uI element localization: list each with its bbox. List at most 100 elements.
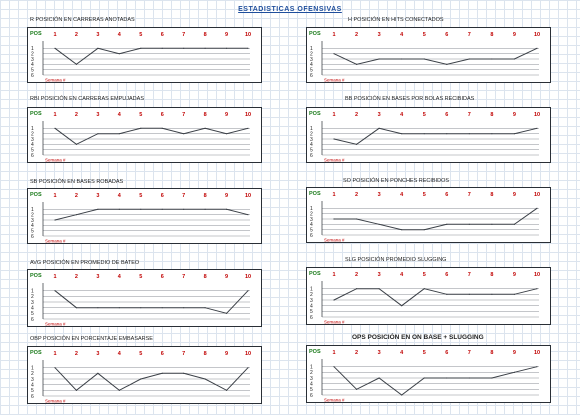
y-tick-label: 5 xyxy=(310,67,313,73)
y-axis-label: POS xyxy=(30,111,42,117)
data-point xyxy=(118,307,120,309)
y-tick-label: 2 xyxy=(310,131,313,137)
x-tick-label: 4 xyxy=(400,32,404,38)
x-tick-label: 1 xyxy=(53,112,56,118)
x-tick-label: 3 xyxy=(378,112,381,118)
x-tick-label: 3 xyxy=(96,274,99,280)
y-tick-label: 3 xyxy=(310,298,313,304)
chart-title-h: H POSICIÓN EN HITS CONECTADOS xyxy=(348,17,444,23)
x-tick-label: 10 xyxy=(534,350,540,356)
data-point xyxy=(204,378,206,380)
y-tick-label: 1 xyxy=(31,207,34,213)
chart-frame xyxy=(27,346,262,404)
data-point xyxy=(247,47,249,49)
data-point xyxy=(513,223,516,225)
y-axis-label: POS xyxy=(30,192,42,198)
x-tick-label: 5 xyxy=(423,112,426,118)
data-point xyxy=(183,372,185,374)
x-tick-label: 10 xyxy=(534,112,540,118)
data-point xyxy=(204,127,206,129)
x-axis-label: Semana # xyxy=(324,398,345,403)
y-tick-label: 6 xyxy=(310,233,313,239)
series-line xyxy=(54,127,249,145)
data-point xyxy=(423,58,425,60)
data-point xyxy=(204,208,206,210)
x-tick-label: 1 xyxy=(53,32,56,38)
x-tick-label: 5 xyxy=(139,274,142,280)
data-point xyxy=(161,47,163,49)
y-tick-label: 4 xyxy=(310,381,313,387)
x-tick-label: 5 xyxy=(139,351,142,357)
x-tick-label: 3 xyxy=(378,272,381,278)
data-point xyxy=(54,47,56,49)
data-point xyxy=(97,133,99,135)
x-tick-label: 6 xyxy=(161,274,164,280)
data-point xyxy=(75,389,78,391)
y-axis-label: POS xyxy=(309,271,321,277)
x-tick-label: 3 xyxy=(378,350,381,356)
y-tick-label: 2 xyxy=(31,131,34,137)
x-tick-label: 7 xyxy=(468,272,471,278)
x-tick-label: 6 xyxy=(445,32,448,38)
x-tick-label: 1 xyxy=(332,272,335,278)
data-point xyxy=(75,214,78,216)
x-tick-label: 3 xyxy=(96,351,99,357)
y-tick-label: 1 xyxy=(310,206,313,212)
y-tick-label: 4 xyxy=(31,223,34,229)
x-tick-label: 6 xyxy=(161,193,164,199)
y-tick-label: 1 xyxy=(31,46,34,52)
data-point xyxy=(333,218,335,220)
x-tick-label: 5 xyxy=(139,32,142,38)
chart-frame xyxy=(27,107,262,163)
x-tick-label: 5 xyxy=(139,112,142,118)
x-tick-label: 2 xyxy=(355,32,358,38)
x-tick-label: 2 xyxy=(355,272,358,278)
data-point xyxy=(536,127,538,129)
x-tick-label: 10 xyxy=(534,192,540,198)
data-point xyxy=(54,290,56,292)
data-point xyxy=(446,377,448,379)
x-tick-label: 1 xyxy=(332,112,335,118)
data-point xyxy=(204,47,206,49)
y-tick-label: 3 xyxy=(31,218,34,224)
x-tick-label: 8 xyxy=(490,272,493,278)
page-title: ESTADISTICAS OFENSIVAS xyxy=(238,6,342,13)
x-tick-label: 10 xyxy=(245,32,251,38)
chart-title-avg: AVG POSICIÓN EN PROMEDIO DE BATEO xyxy=(30,260,140,266)
y-tick-label: 4 xyxy=(31,305,34,311)
y-tick-label: 1 xyxy=(310,286,313,292)
data-point xyxy=(204,307,206,309)
x-tick-label: 8 xyxy=(204,351,207,357)
data-point xyxy=(161,307,163,309)
x-tick-label: 1 xyxy=(53,274,56,280)
data-point xyxy=(513,371,516,373)
y-tick-label: 4 xyxy=(310,303,313,309)
data-point xyxy=(75,143,78,145)
data-point xyxy=(355,218,358,220)
chart-frame xyxy=(306,27,551,83)
series-line xyxy=(333,47,538,65)
x-axis-label: Semana # xyxy=(45,158,66,163)
data-point xyxy=(468,133,470,135)
data-point xyxy=(161,127,163,129)
chart-title-obp: OBP POSICIÓN EN PORCENTAJE EMBASARSE xyxy=(30,336,153,342)
y-tick-label: 4 xyxy=(310,222,313,228)
x-tick-label: 2 xyxy=(75,274,78,280)
y-axis-label: POS xyxy=(309,191,321,197)
x-tick-label: 8 xyxy=(204,193,207,199)
data-point xyxy=(140,47,142,49)
data-point xyxy=(401,133,403,135)
data-point xyxy=(491,377,493,379)
data-point xyxy=(491,133,493,135)
x-tick-label: 9 xyxy=(225,351,228,357)
y-tick-label: 3 xyxy=(31,377,34,383)
x-tick-label: 6 xyxy=(161,112,164,118)
y-tick-label: 1 xyxy=(31,365,34,371)
y-tick-label: 5 xyxy=(31,228,34,234)
y-tick-label: 2 xyxy=(310,292,313,298)
x-tick-label: 1 xyxy=(332,350,335,356)
